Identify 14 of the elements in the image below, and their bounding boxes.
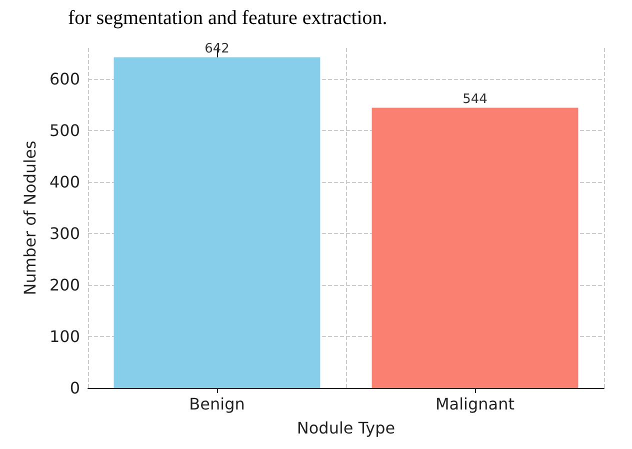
y-tick-label: 0 xyxy=(70,378,80,398)
y-tick-label: 400 xyxy=(49,172,80,192)
y-axis-title: Number of Nodules xyxy=(20,140,40,296)
x-tick-label: Malignant xyxy=(435,394,515,414)
y-tick-label: 500 xyxy=(49,120,80,140)
data-label: 544 xyxy=(462,92,488,107)
x-tick-label: Benign xyxy=(189,394,245,414)
y-tick-label: 200 xyxy=(49,275,80,294)
y-tick-label: 300 xyxy=(49,224,80,243)
text: for segmentation and feature extraction. xyxy=(68,7,388,29)
y-tick-label: 600 xyxy=(49,69,80,88)
y-tick-label: 100 xyxy=(49,326,80,346)
x-axis-title: Nodule Type xyxy=(296,418,396,438)
data-label: 642 xyxy=(204,41,230,56)
